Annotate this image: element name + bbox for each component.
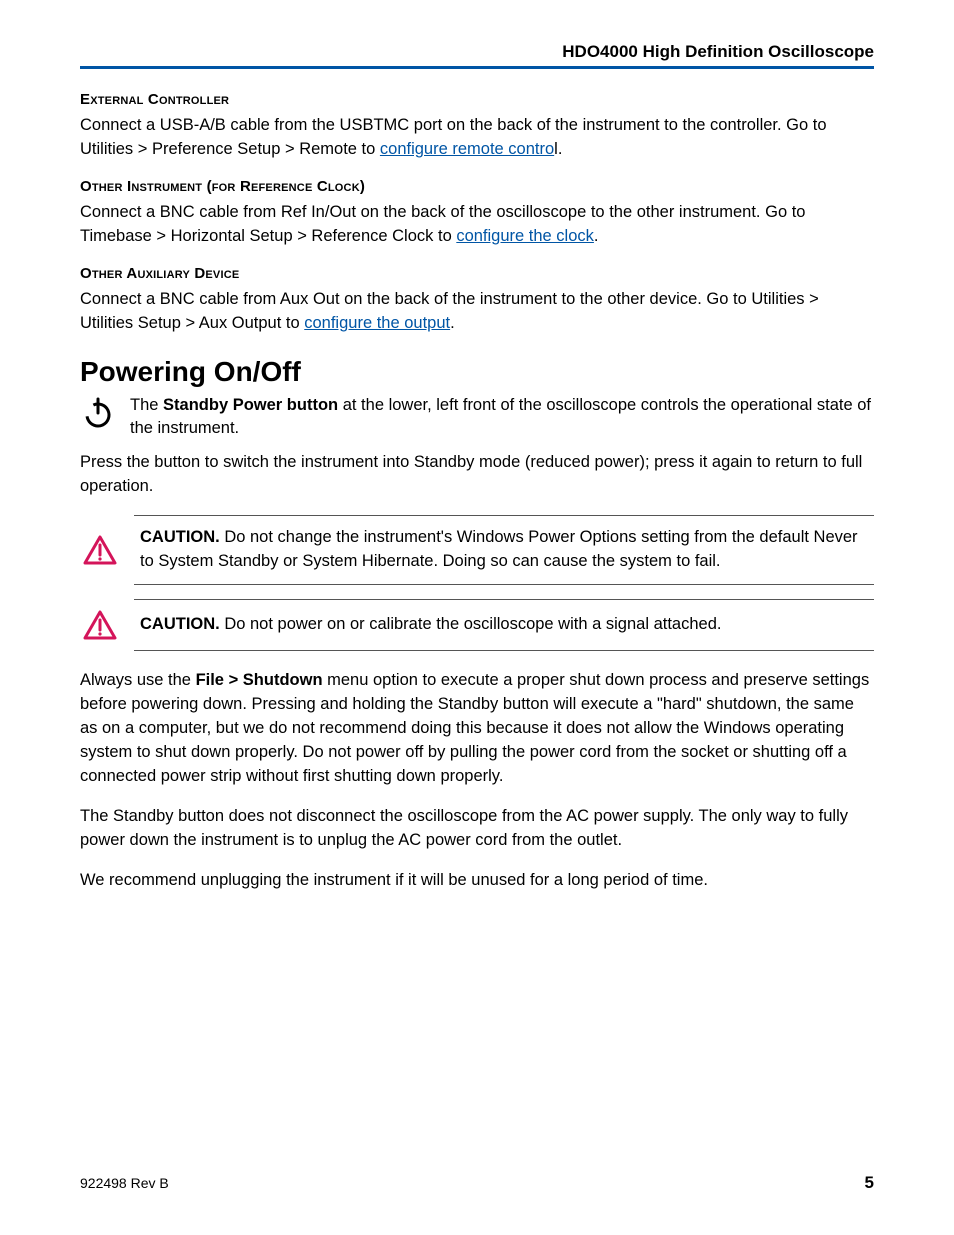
power-intro-row: The Standby Power button at the lower, l… <box>80 394 874 442</box>
para-other-instrument: Connect a BNC cable from Ref In/Out on t… <box>80 201 874 249</box>
bold-file-shutdown: File > Shutdown <box>196 671 323 689</box>
caution-2-text: CAUTION. Do not power on or calibrate th… <box>140 613 874 637</box>
caution-rule-bottom <box>134 650 874 651</box>
caution-1-text: CAUTION. Do not change the instrument's … <box>140 526 874 574</box>
text: l. <box>554 140 562 158</box>
page-content: HDO4000 High Definition Oscilloscope Ext… <box>0 0 954 892</box>
footer-docid: 922498 Rev B <box>80 1175 169 1191</box>
para-power-2: Press the button to switch the instrumen… <box>80 451 874 499</box>
text: Do not change the instrument's Windows P… <box>140 528 858 570</box>
power-icon <box>80 394 116 430</box>
bold-standby-power-button: Standby Power button <box>163 396 338 414</box>
text: Always use the <box>80 671 196 689</box>
caution-icon <box>80 610 120 640</box>
link-configure-output[interactable]: configure the output <box>304 314 450 332</box>
text: . <box>594 227 599 245</box>
subhead-other-aux: Other Auxiliary Device <box>80 265 874 282</box>
text: The <box>130 396 163 414</box>
para-power-3: Always use the File > Shutdown menu opti… <box>80 669 874 789</box>
page-footer: 922498 Rev B 5 <box>80 1173 874 1193</box>
para-power-4: The Standby button does not disconnect t… <box>80 805 874 853</box>
link-configure-clock[interactable]: configure the clock <box>456 227 594 245</box>
link-configure-remote-control[interactable]: configure remote contro <box>380 140 554 158</box>
para-other-aux: Connect a BNC cable from Aux Out on the … <box>80 288 874 336</box>
subhead-other-instrument: Other Instrument (for Reference Clock) <box>80 178 874 195</box>
caution-rule-top <box>134 599 874 600</box>
para-external-controller: Connect a USB-A/B cable from the USBTMC … <box>80 114 874 162</box>
caution-label: CAUTION. <box>140 528 220 546</box>
subhead-external-controller: External Controller <box>80 91 874 108</box>
heading-powering-onoff: Powering On/Off <box>80 356 874 388</box>
page-header-title: HDO4000 High Definition Oscilloscope <box>80 42 874 66</box>
caution-rule-top <box>134 515 874 516</box>
caution-block-2: CAUTION. Do not power on or calibrate th… <box>134 599 874 651</box>
caution-label: CAUTION. <box>140 615 220 633</box>
caution-icon <box>80 535 120 565</box>
caution-rule-bottom <box>134 584 874 585</box>
footer-pageno: 5 <box>865 1173 874 1193</box>
para-power-5: We recommend unplugging the instrument i… <box>80 869 874 893</box>
text: Connect a BNC cable from Ref In/Out on t… <box>80 203 805 245</box>
para-power-1: The Standby Power button at the lower, l… <box>130 394 874 442</box>
header-rule <box>80 66 874 69</box>
text: Do not power on or calibrate the oscillo… <box>220 615 722 633</box>
caution-block-1: CAUTION. Do not change the instrument's … <box>134 515 874 585</box>
text: . <box>450 314 455 332</box>
